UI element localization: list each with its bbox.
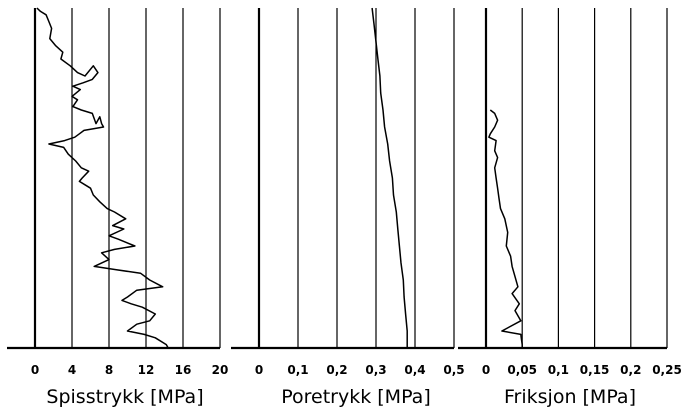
panel-poretrykk: Poretrykk [MPa] 0 0,1 0,2 0,3 0,4 0,5 [231, 7, 465, 408]
spisstrykk-tick-label: 8 [105, 363, 113, 377]
poretrykk-tick-label: 0,1 [287, 363, 308, 377]
spisstrykk-series-line [36, 7, 169, 349]
friksjon-tick-label: 0,05 [507, 363, 537, 377]
friksjon-tick-label: 0,2 [620, 363, 641, 377]
friksjon-tick-label: 0,15 [580, 363, 610, 377]
xlabel-spisstrykk: Spisstrykk [MPa] [46, 386, 203, 408]
poretrykk-series-line [371, 7, 408, 348]
spisstrykk-tick-label: 4 [68, 363, 76, 377]
friksjon-tick-label: 0,1 [548, 363, 569, 377]
friksjon-series-line [488, 109, 523, 348]
spisstrykk-tick-label: 16 [175, 363, 192, 377]
poretrykk-tick-label: 0 [255, 363, 263, 377]
poretrykk-tick-label: 0,3 [365, 363, 386, 377]
spisstrykk-tick-label: 20 [212, 363, 229, 377]
poretrykk-tick-label: 0,2 [326, 363, 347, 377]
xlabel-poretrykk: Poretrykk [MPa] [281, 386, 431, 408]
panel-friksjon: Friksjon [MPa] 0 0,05 0,1 0,15 0,2 0,25 [458, 8, 682, 408]
friksjon-tick-label: 0,25 [652, 363, 682, 377]
poretrykk-tick-label: 0,4 [404, 363, 425, 377]
panel-spisstrykk: Spisstrykk [MPa] 0 4 8 12 16 20 [7, 7, 229, 408]
friksjon-tick-label: 0 [482, 363, 490, 377]
spisstrykk-tick-label: 0 [31, 363, 39, 377]
xlabel-friksjon: Friksjon [MPa] [504, 386, 636, 408]
spisstrykk-tick-label: 12 [138, 363, 155, 377]
poretrykk-tick-label: 0,5 [443, 363, 464, 377]
